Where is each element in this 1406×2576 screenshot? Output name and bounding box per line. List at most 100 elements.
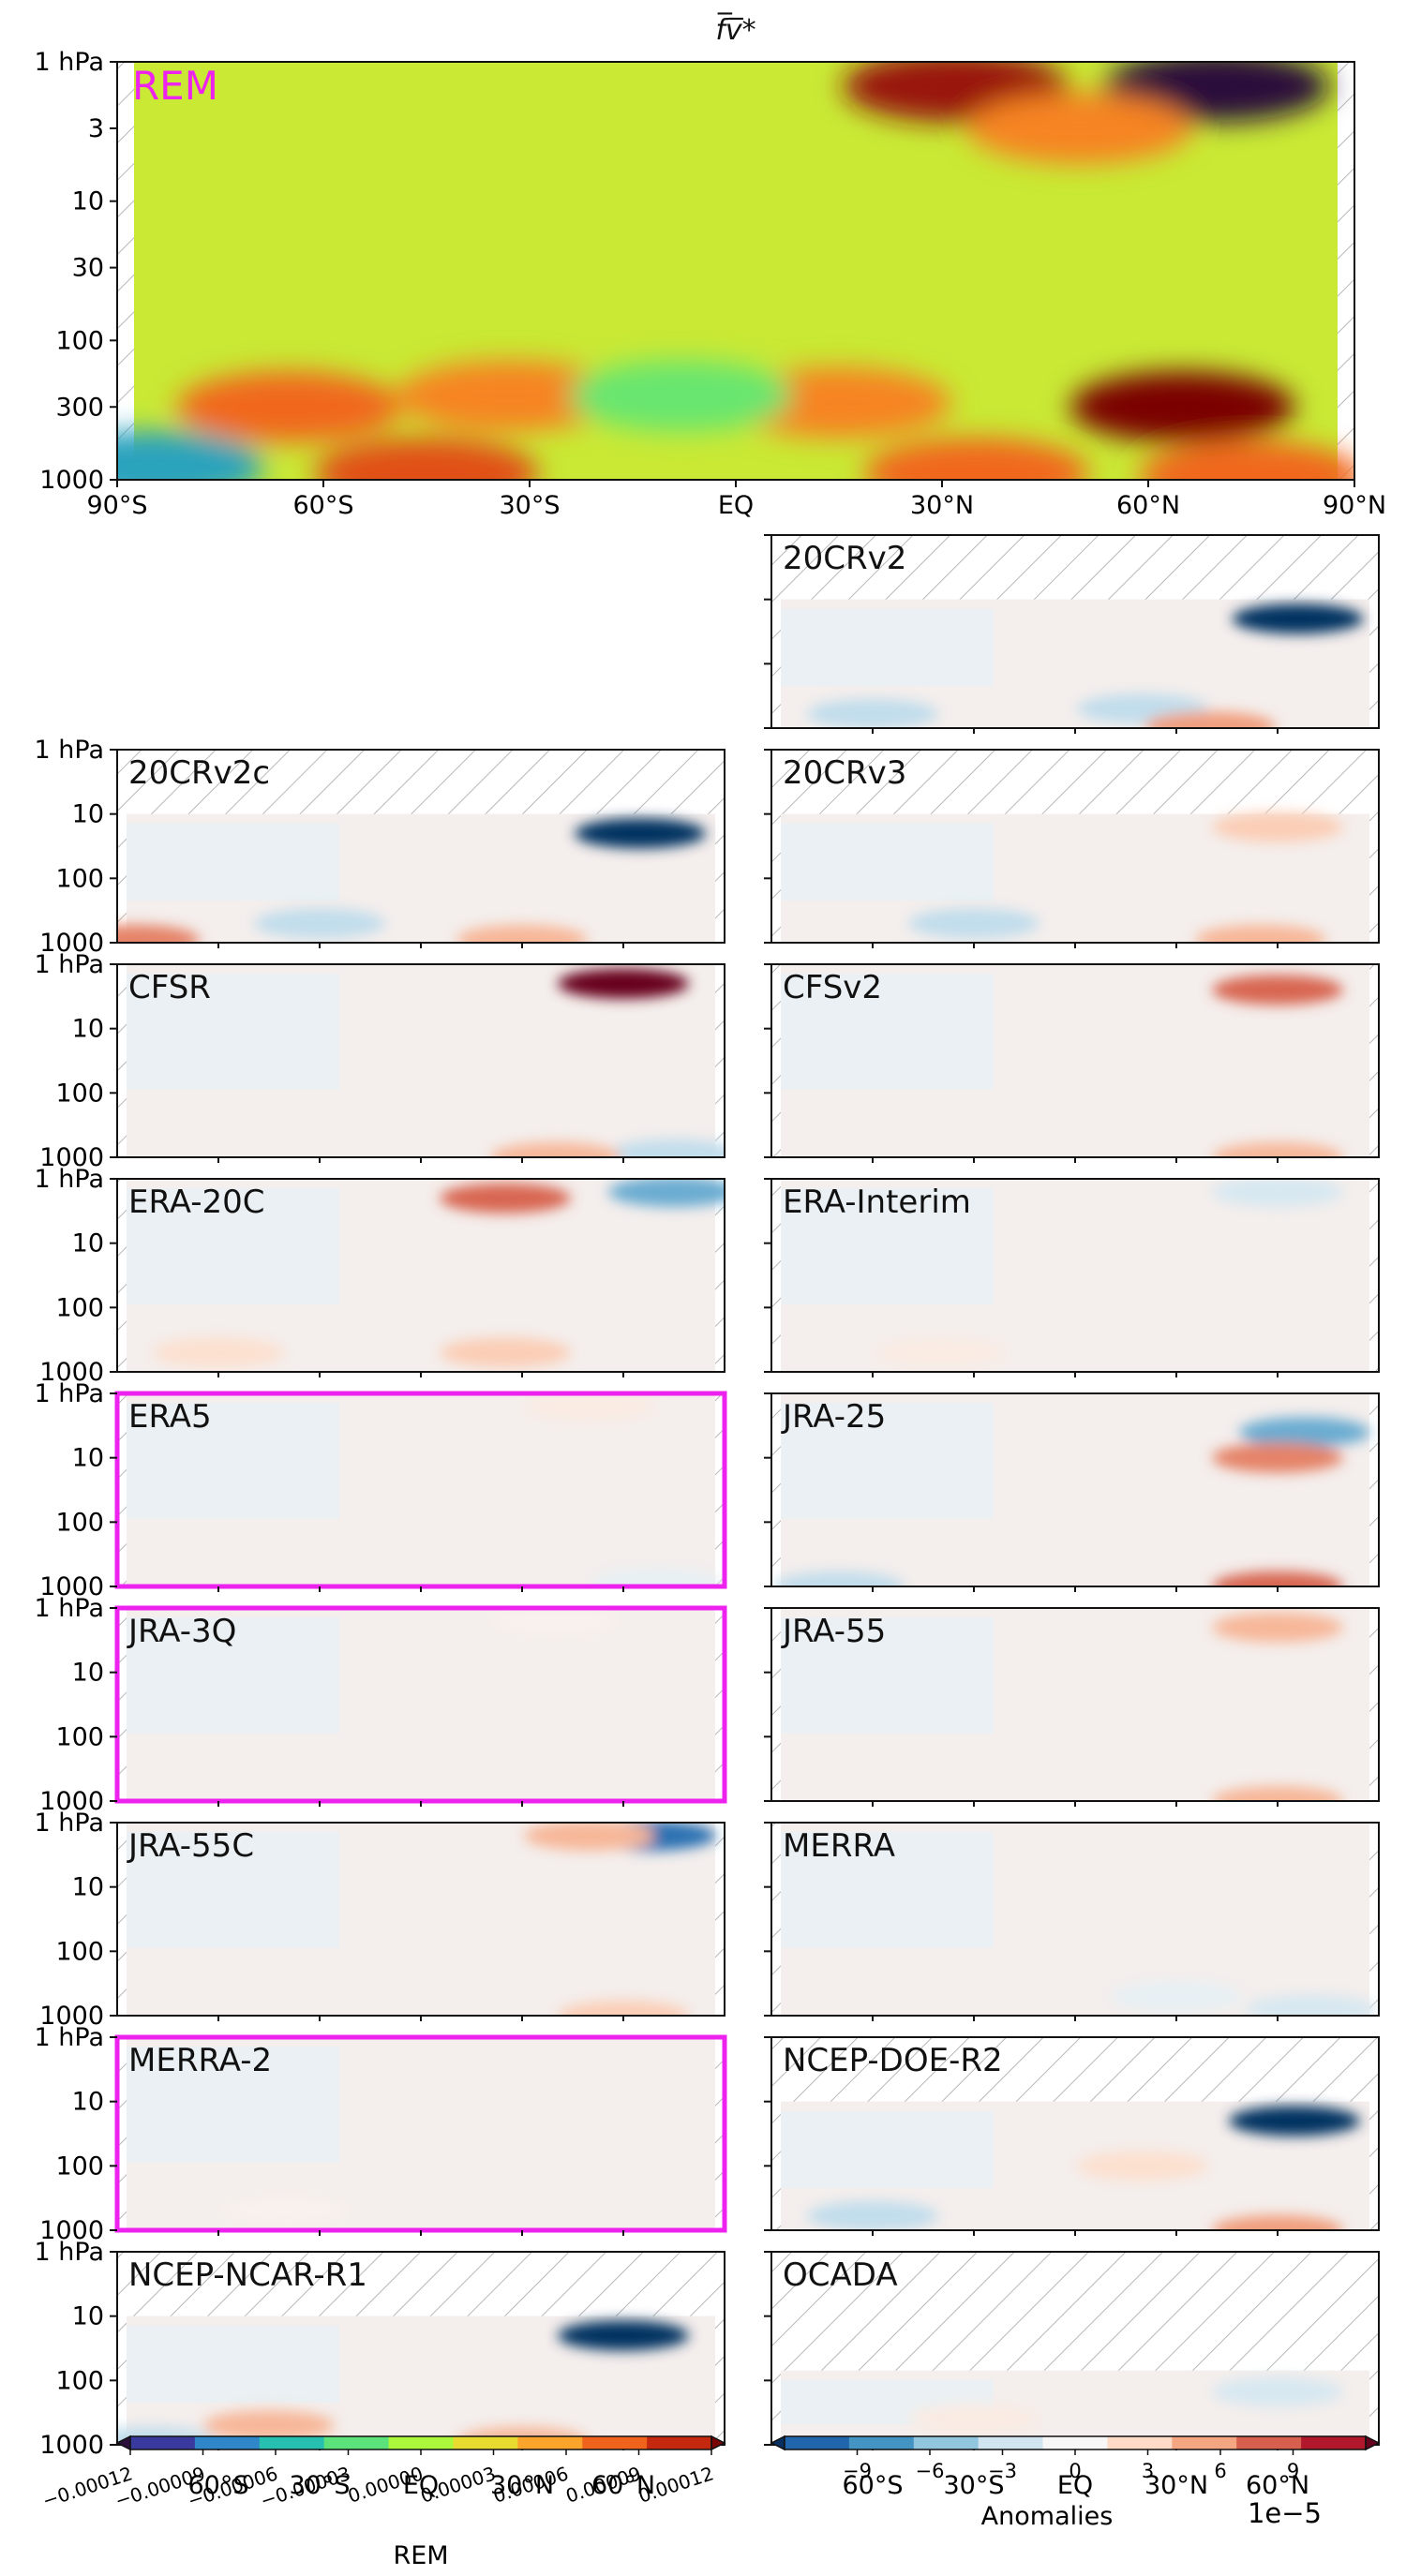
- panel-label: CFSR: [128, 969, 211, 1006]
- rem-xtick-30-s: 30°S: [500, 491, 561, 520]
- panel-20crv2c: 20CRv2c 1 hPa 10 100 1000: [35, 736, 725, 958]
- anomaly-feature: [1212, 1442, 1343, 1473]
- anomaly-feature: [524, 1823, 655, 1851]
- rem-xtick-60-n: 60°N: [1116, 491, 1180, 520]
- panel-label: 20CRv3: [783, 754, 906, 792]
- anomaly-feature: [773, 1571, 905, 1586]
- anomaly-feature: [608, 1179, 725, 1207]
- panel-label: JRA-55C: [127, 1827, 254, 1865]
- anomaly-feature: [908, 908, 1040, 939]
- anomaly-feature: [908, 2404, 1040, 2435]
- panel-label: NCEP-NCAR-R1: [128, 2256, 367, 2294]
- panel-ncep-doe-r2: NCEP-DOE-R2: [764, 2036, 1380, 2236]
- panel-label: ERA-Interim: [783, 1184, 971, 1221]
- anomaly-feature: [807, 698, 938, 728]
- ytick-1000: 1000: [39, 1143, 104, 1172]
- ytick-1-hpa: 1 hPa: [35, 1165, 105, 1194]
- xtick-30-s: 30°S: [944, 2471, 1005, 2500]
- ytick-10: 10: [72, 2088, 104, 2117]
- anomaly-feature: [456, 924, 588, 943]
- anomaly-feature: [1212, 1612, 1343, 1643]
- panel-cfsr: CFSR 1 hPa 10 100 1000: [35, 950, 725, 1172]
- ytick-10: 10: [72, 1015, 104, 1044]
- colorbar-anomalies: −9 −6 −3 0 3 6 9: [770, 2435, 1381, 2482]
- anomaly-feature: [1232, 603, 1364, 634]
- anomaly-feature: [1238, 1417, 1370, 1448]
- chart-title: f̅v̅*: [715, 12, 755, 47]
- ytick-100: 100: [55, 1293, 104, 1322]
- anomaly-feature: [153, 1337, 284, 1368]
- panel-label: CFSv2: [783, 969, 882, 1006]
- ytick-100: 100: [55, 2366, 104, 2395]
- ytick-1-hpa: 1 hPa: [35, 2238, 105, 2267]
- ytick-1000: 1000: [39, 929, 104, 958]
- colorbar-tick: 0.00006: [490, 2462, 571, 2507]
- panel-label: JRA-3Q: [127, 1613, 236, 1650]
- colorbar-tick: 0: [1069, 2460, 1081, 2482]
- xtick-30-n: 30°N: [490, 2471, 554, 2500]
- anomaly-feature: [1246, 1994, 1377, 2016]
- colorbar-rem: −0.00012−0.00009−0.00006−0.000030.000000…: [39, 2435, 726, 2512]
- ytick-100: 100: [55, 1508, 104, 1537]
- anomaly-feature: [490, 1608, 621, 1636]
- colorbar-tick: 6: [1214, 2460, 1226, 2482]
- anomaly-feature: [1212, 2215, 1343, 2230]
- rem-feature-5: [176, 371, 402, 443]
- rem-feature-2: [966, 92, 1192, 164]
- ytick-10: 10: [72, 1229, 104, 1258]
- ytick-10: 10: [72, 800, 104, 829]
- colorbar-tick: −6: [916, 2460, 945, 2482]
- anomaly-feature: [440, 1337, 571, 1368]
- rem-feature-9: [1139, 440, 1354, 480]
- anomaly-feature: [524, 1393, 655, 1422]
- colorbar-offset-label: 1e−5: [1248, 2497, 1322, 2529]
- anomaly-feature: [591, 1568, 723, 1586]
- anomaly-feature: [490, 1142, 621, 1157]
- ytick-1-hpa: 1 hPa: [35, 1379, 105, 1408]
- rem-ytick-3: 3: [88, 114, 104, 143]
- anomaly-feature: [1195, 924, 1326, 943]
- anomaly-feature: [1229, 2106, 1360, 2137]
- panel-label: MERRA-2: [128, 2042, 272, 2079]
- ytick-100: 100: [55, 1937, 104, 1966]
- panel-label: JRA-55: [781, 1613, 886, 1650]
- panel-label: NCEP-DOE-R2: [783, 2042, 1003, 2079]
- panel-label: ERA5: [128, 1398, 212, 1436]
- ytick-1000: 1000: [39, 1787, 104, 1816]
- anomaly-feature: [558, 968, 689, 999]
- xtick-60-s: 60°S: [843, 2471, 904, 2500]
- anomaly-feature: [220, 2196, 352, 2226]
- xtick-eq: EQ: [1057, 2471, 1093, 2500]
- rem-panel-label: REM: [132, 63, 218, 109]
- anomaly-feature: [1212, 1179, 1343, 1207]
- ytick-100: 100: [55, 864, 104, 893]
- ytick-10: 10: [72, 1659, 104, 1688]
- ytick-100: 100: [55, 1722, 104, 1751]
- panel-era-20c: ERA-20C 1 hPa 10 100 1000: [35, 1165, 725, 1387]
- rem-feature-10: [117, 430, 264, 480]
- rem-ytick-10: 10: [72, 187, 104, 216]
- colorbar-tick: 0.00012: [636, 2462, 716, 2507]
- xtick-60-n: 60°N: [1246, 2471, 1309, 2500]
- rem-ytick-1000: 1000: [39, 466, 104, 495]
- colorbar-rem-label: REM: [393, 2541, 448, 2570]
- anomaly-feature: [1212, 1142, 1343, 1157]
- ytick-1000: 1000: [39, 2431, 104, 2460]
- panel-era-interim: ERA-Interim: [764, 1178, 1380, 1377]
- anomaly-feature: [875, 1337, 1006, 1368]
- panel-ocada: OCADA 60°S 30°S EQ 30°N 60°N: [764, 2251, 1380, 2500]
- panel-label: ERA-20C: [128, 1184, 265, 1221]
- colorbar-tick: 0.00000: [345, 2462, 426, 2507]
- panel-cfsv2: CFSv2: [764, 963, 1380, 1163]
- panel-label: MERRA: [783, 1827, 895, 1865]
- panel-jra-3q: JRA-3Q 1 hPa 10 100 1000: [35, 1594, 727, 1816]
- ytick-10: 10: [72, 1873, 104, 1902]
- panel-ncep-ncar-r1: NCEP-NCAR-R1 1 hPa 10 100 1000 60°S 30°S EQ 30°N…: [35, 2238, 725, 2500]
- rem-xtick-90-n: 90°N: [1323, 491, 1386, 520]
- rem-ytick-100: 100: [55, 326, 104, 355]
- xtick-60-s: 60°S: [188, 2471, 249, 2500]
- panel-merra-2: MERRA-2 1 hPa 10 100 1000: [35, 2023, 727, 2245]
